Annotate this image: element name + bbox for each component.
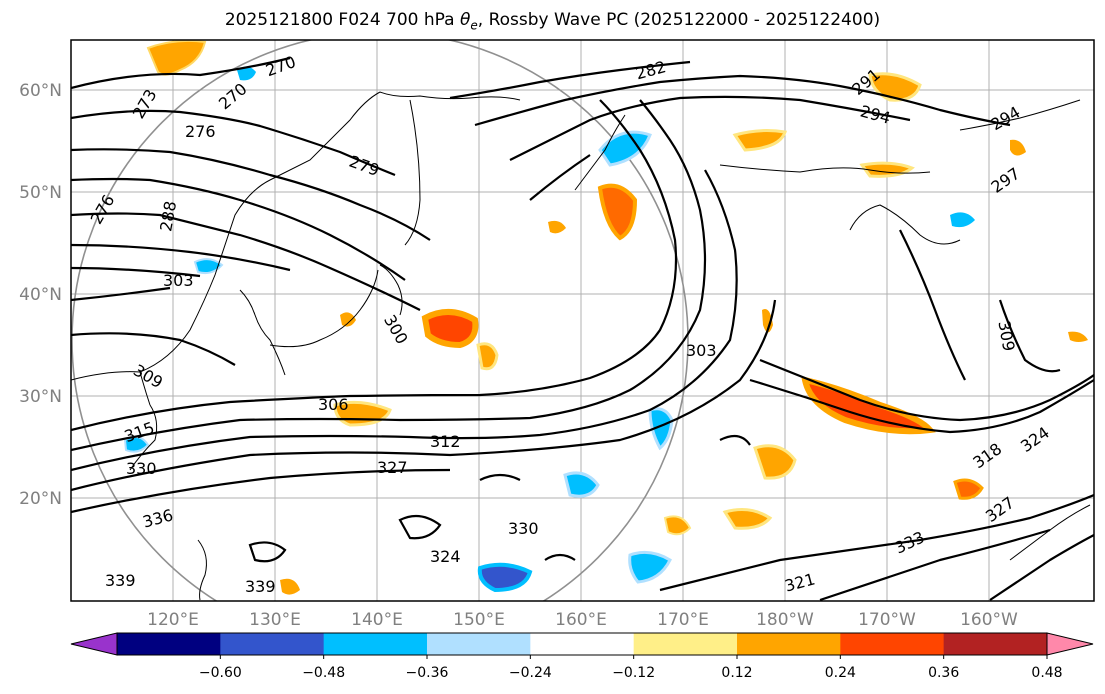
lon-label: 120°E — [147, 610, 199, 630]
positive-anomaly-patch — [953, 478, 984, 500]
colorbar-segment — [427, 633, 531, 655]
coastlines — [71, 91, 1091, 601]
title-theta-subscript: e — [470, 18, 478, 33]
colorbar-segment — [737, 633, 841, 655]
contour-label: 303 — [163, 271, 194, 290]
colorbar: −0.60 −0.48 −0.36 −0.24 −0.12 0.12 0.24 0.36 0.4… — [70, 632, 1094, 681]
contour-label: 303 — [686, 341, 717, 360]
contour-label: 312 — [430, 432, 461, 451]
contour-label: 339 — [245, 577, 276, 596]
colorbar-tick-label: −0.36 — [406, 665, 449, 681]
negative-anomaly-patch — [628, 550, 672, 584]
positive-anomaly-patch — [340, 312, 356, 327]
graticule — [71, 40, 1094, 601]
colorbar-extend-right — [1046, 632, 1094, 656]
theta-e-contours — [71, 56, 1094, 601]
lon-label: 160°W — [960, 610, 1018, 630]
colorbar-tick-label: 0.48 — [1031, 665, 1062, 681]
colorbar-tick-label: 0.24 — [825, 665, 856, 681]
title-suffix: , Rossby Wave PC (2025122000 - 202512240… — [477, 10, 881, 30]
longitude-labels: 120°E 130°E 140°E 150°E 160°E 170°E 180°… — [147, 610, 1018, 630]
map-frame — [70, 39, 1095, 602]
positive-anomaly-patch — [548, 220, 566, 234]
colorbar-segment — [840, 633, 945, 655]
positive-anomaly-patch — [732, 129, 787, 152]
lon-label: 180°W — [756, 610, 814, 630]
positive-anomaly-patch — [597, 183, 638, 241]
contour-label: 327 — [377, 458, 408, 477]
negative-anomaly-patch — [237, 66, 256, 81]
colorbar-tick-label: 0.12 — [721, 665, 752, 681]
colorbar-tick-label: 0.36 — [928, 665, 959, 681]
colorbar-outline — [116, 632, 1048, 656]
lat-label: 30°N — [19, 387, 62, 407]
contour-label: 339 — [105, 571, 136, 590]
positive-anomaly-patch — [663, 515, 692, 536]
colorbar-segment — [220, 633, 325, 655]
positive-anomaly-patch — [753, 444, 797, 480]
colorbar-segment — [323, 633, 428, 655]
lon-label: 170°E — [657, 610, 709, 630]
lon-label: 170°W — [858, 610, 916, 630]
lat-label: 50°N — [19, 183, 62, 203]
colorbar-tick-label: −0.12 — [612, 665, 655, 681]
colorbar-tick-label: −0.24 — [509, 665, 552, 681]
colorbar-segment — [943, 633, 1048, 655]
negative-anomaly-patch — [477, 562, 533, 593]
colorbar-tick-label: −0.60 — [199, 665, 242, 681]
contour-label: 330 — [508, 519, 539, 538]
contour-label: 276 — [185, 122, 216, 141]
lat-label: 40°N — [19, 285, 62, 305]
lat-label: 60°N — [19, 81, 62, 101]
positive-anomaly-patch — [1010, 139, 1026, 156]
colorbar-segment — [117, 633, 221, 655]
positive-anomaly-patch — [868, 72, 922, 102]
positive-anomaly-patch — [722, 508, 773, 530]
lon-label: 160°E — [555, 610, 607, 630]
colorbar-tick-label: −0.48 — [302, 665, 345, 681]
lat-label: 20°N — [19, 489, 62, 509]
negative-anomaly-patch — [598, 130, 652, 167]
positive-anomaly-patch — [421, 309, 479, 349]
negative-anomaly-patch — [950, 212, 975, 228]
negative-anomaly-patch — [193, 258, 224, 275]
lon-label: 130°E — [249, 610, 301, 630]
negative-anomaly-patch — [563, 471, 600, 498]
title-prefix: 2025121800 F024 700 hPa — [224, 10, 460, 30]
contour-label: 324 — [430, 547, 461, 566]
latitude-labels: 60°N 50°N 40°N 30°N 20°N — [19, 81, 62, 509]
title-theta-symbol: θ — [460, 10, 471, 30]
colorbar-extend-left — [70, 632, 118, 656]
map-background — [71, 40, 1094, 601]
positive-anomaly-patch — [1068, 331, 1088, 342]
influence-circle — [71, 40, 689, 601]
contour-label: 306 — [318, 395, 349, 414]
lon-label: 150°E — [453, 610, 505, 630]
colorbar-segment — [530, 633, 635, 655]
positive-anomaly-patch — [476, 342, 499, 371]
positive-anomaly-patch — [762, 309, 773, 333]
map-title: 2025121800 F024 700 hPa θe, Rossby Wave … — [0, 10, 1105, 32]
positive-anomaly-patch — [280, 578, 300, 595]
lon-label: 140°E — [351, 610, 403, 630]
contour-label: 330 — [126, 459, 157, 478]
colorbar-segment — [633, 633, 738, 655]
